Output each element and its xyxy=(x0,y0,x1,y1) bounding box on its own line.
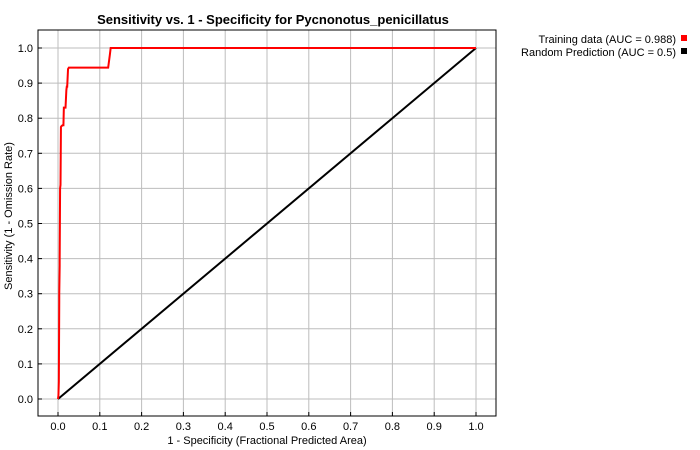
y-tick-label: 0.4 xyxy=(18,254,33,266)
x-tick-label: 0.0 xyxy=(50,421,65,433)
x-axis-label: 1 - Specificity (Fractional Predicted Ar… xyxy=(167,435,366,447)
legend-swatch-random xyxy=(681,48,687,54)
x-axis-ticks: 0.0 0.1 0.2 0.3 0.4 0.5 0.6 0.7 0.8 0.9 1.0 xyxy=(50,412,484,433)
y-tick-label: 0.0 xyxy=(18,394,33,406)
y-tick-label: 0.3 xyxy=(18,289,33,301)
y-tick-label: 0.5 xyxy=(18,219,33,231)
y-axis-ticks: 0.0 0.1 0.2 0.3 0.4 0.5 0.6 0.7 0.8 0.9 1.0 xyxy=(18,43,42,406)
legend-entry-training: Training data (AUC = 0.988) xyxy=(539,34,676,46)
legend: Training data (AUC = 0.988) Random Predi… xyxy=(521,34,687,59)
x-tick-label: 0.7 xyxy=(343,421,358,433)
x-tick-label: 0.3 xyxy=(176,421,191,433)
y-tick-label: 0.6 xyxy=(18,183,33,195)
x-tick-label: 0.8 xyxy=(385,421,400,433)
training-roc-line xyxy=(57,47,476,400)
legend-swatch-training xyxy=(681,35,687,41)
chart-title: Sensitivity vs. 1 - Specificity for Pycn… xyxy=(97,12,449,27)
y-tick-label: 1.0 xyxy=(18,43,33,55)
x-tick-label: 0.2 xyxy=(134,421,149,433)
x-tick-label: 1.0 xyxy=(468,421,483,433)
y-tick-label: 0.7 xyxy=(18,148,33,160)
y-tick-label: 0.2 xyxy=(18,324,33,336)
y-tick-label: 0.8 xyxy=(18,113,33,125)
legend-entry-random: Random Prediction (AUC = 0.5) xyxy=(521,47,676,59)
x-tick-label: 0.4 xyxy=(218,421,233,433)
x-tick-label: 0.6 xyxy=(301,421,316,433)
series-layer xyxy=(57,47,477,400)
y-tick-label: 0.9 xyxy=(18,78,33,90)
y-axis-label: Sensitivity (1 - Omission Rate) xyxy=(3,142,15,290)
x-tick-label: 0.5 xyxy=(259,421,274,433)
y-tick-label: 0.1 xyxy=(18,359,33,371)
x-tick-label: 0.9 xyxy=(427,421,442,433)
random-prediction-line xyxy=(57,47,477,400)
x-tick-label: 0.1 xyxy=(92,421,107,433)
